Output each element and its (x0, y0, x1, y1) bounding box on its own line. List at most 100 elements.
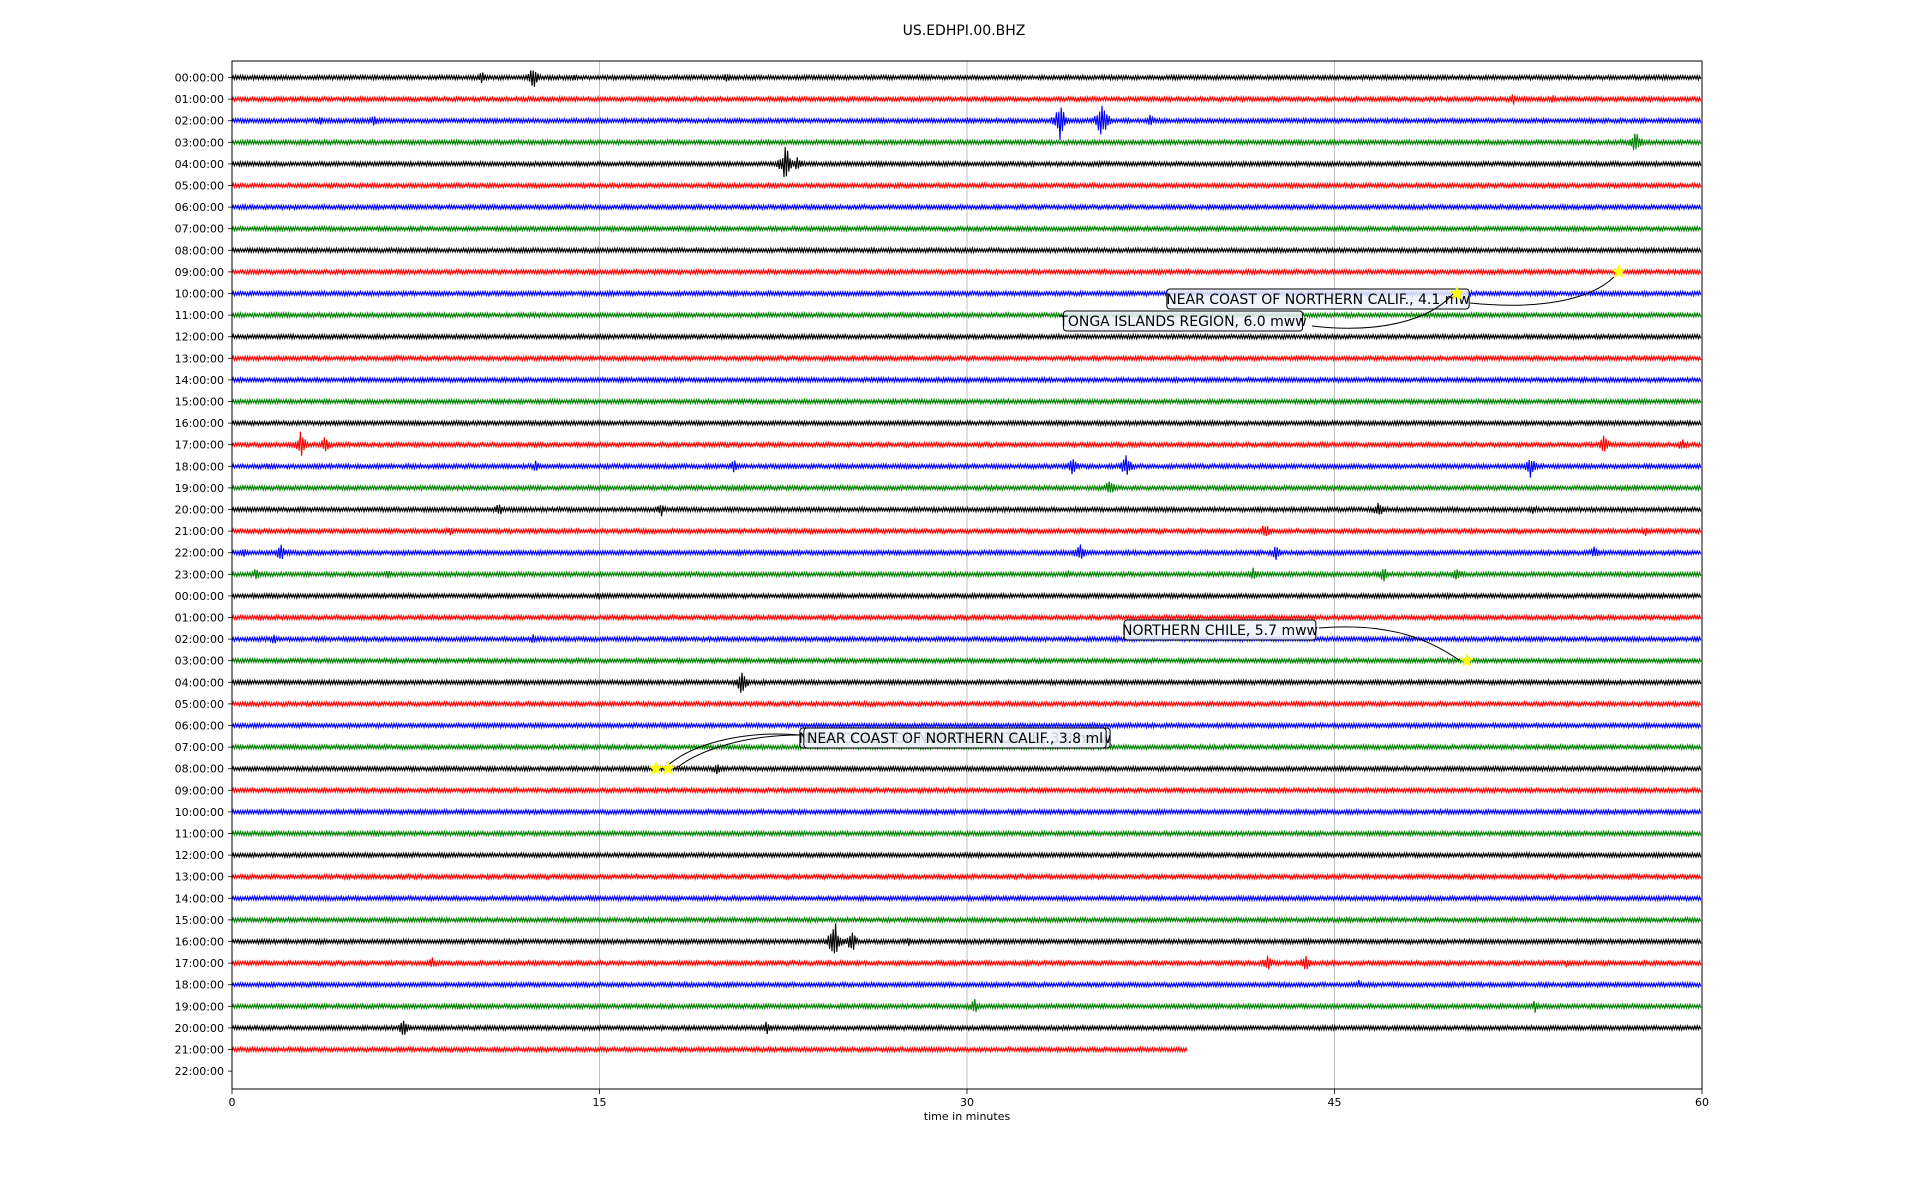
y-tick-label: 00:00:00 (175, 72, 224, 85)
y-tick-label: 12:00:00 (175, 331, 224, 344)
seismic-trace (231, 829, 1702, 838)
event-star-marker (648, 760, 664, 775)
y-tick-label: 02:00:00 (175, 633, 224, 646)
seismic-trace (231, 634, 1702, 644)
event-label-box (1166, 288, 1470, 310)
seismic-trace (231, 850, 1702, 860)
seismic-trace (231, 742, 1702, 752)
seismic-trace (231, 481, 1702, 493)
seismic-trace (231, 70, 1702, 87)
annotation-connector (1311, 293, 1454, 329)
event-label-box (1062, 310, 1304, 332)
seismic-trace (231, 310, 1702, 320)
y-tick-label: 06:00:00 (175, 720, 224, 733)
y-tick-label: 18:00:00 (175, 460, 224, 473)
x-tick-label: 45 (1328, 1096, 1342, 1109)
y-tick-label: 00:00:00 (175, 590, 224, 603)
y-tick-label: 22:00:00 (175, 547, 224, 560)
seismic-trace (231, 431, 1702, 456)
y-tick-label: 12:00:00 (175, 849, 224, 862)
event-label: NEAR COAST OF NORTHERN CALIF., 3.8 ml (807, 731, 1103, 747)
event-label: TONGA ISLANDS REGION, 6.0 mww (1058, 314, 1306, 330)
event-star-marker (660, 761, 676, 775)
x-tick-label: 0 (229, 1096, 236, 1109)
seismic-trace (231, 955, 1702, 970)
seismic-trace (231, 915, 1702, 925)
y-tick-label: 11:00:00 (175, 828, 224, 841)
seismic-trace (231, 525, 1702, 537)
seismic-trace (231, 375, 1702, 385)
seismic-trace (231, 764, 1702, 775)
y-tick-label: 16:00:00 (175, 936, 224, 949)
y-tick-label: 10:00:00 (175, 806, 224, 819)
y-tick-label: 22:00:00 (175, 1065, 224, 1078)
event-star-marker (1459, 653, 1475, 667)
seismic-trace (231, 502, 1702, 517)
y-tick-label: 07:00:00 (175, 741, 224, 754)
y-tick-label: 04:00:00 (175, 158, 224, 171)
seismic-trace (231, 872, 1702, 881)
y-tick-label: 02:00:00 (175, 115, 224, 128)
chart-title: US.EDHPI.00.BHZ (903, 23, 1026, 39)
event-label: NORTHERN CHILE, 5.7 mww (1122, 623, 1318, 639)
x-axis-label: time in minutes (924, 1110, 1011, 1123)
seismic-trace (231, 786, 1702, 795)
y-tick-label: 17:00:00 (175, 439, 224, 452)
seismic-trace (231, 699, 1702, 709)
seismic-trace (231, 1045, 1188, 1054)
y-tick-label: 09:00:00 (175, 266, 224, 279)
seismic-trace (231, 267, 1702, 277)
y-tick-label: 03:00:00 (175, 136, 224, 149)
annotation-connector (1469, 276, 1615, 306)
axes-frame (231, 60, 1703, 1090)
event-label-box (803, 727, 1107, 749)
y-tick-label: 01:00:00 (175, 612, 224, 625)
seismic-trace (231, 807, 1702, 817)
seismic-trace (231, 455, 1702, 478)
y-tick-label: 05:00:00 (175, 698, 224, 711)
seismic-trace (231, 246, 1702, 255)
y-tick-label: 13:00:00 (175, 871, 224, 884)
seismic-trace (231, 224, 1702, 233)
seismic-trace (231, 418, 1702, 428)
seismic-trace (231, 94, 1702, 105)
y-tick-label: 14:00:00 (175, 374, 224, 387)
seismic-trace (231, 544, 1702, 561)
y-tick-label: 06:00:00 (175, 201, 224, 214)
y-tick-label: 21:00:00 (175, 1044, 224, 1057)
seismic-trace (231, 354, 1702, 363)
y-tick-label: 03:00:00 (175, 655, 224, 668)
y-tick-label: 08:00:00 (175, 763, 224, 776)
seismic-trace (231, 133, 1702, 151)
y-tick-label: 04:00:00 (175, 676, 224, 689)
y-tick-label: 19:00:00 (175, 1000, 224, 1013)
y-tick-label: 21:00:00 (175, 525, 224, 538)
seismic-trace (231, 397, 1702, 406)
seismic-trace (231, 202, 1702, 212)
y-tick-label: 07:00:00 (175, 223, 224, 236)
seismic-trace (231, 999, 1702, 1013)
y-tick-label: 17:00:00 (175, 957, 224, 970)
seismic-trace (231, 894, 1702, 903)
y-tick-label: 19:00:00 (175, 482, 224, 495)
y-tick-label: 18:00:00 (175, 979, 224, 992)
event-label: NEAR COAST OF NORTHERN CALIF., 4.1 mw (1166, 292, 1470, 308)
x-tick-label: 30 (960, 1096, 974, 1109)
y-tick-label: 05:00:00 (175, 180, 224, 193)
seismic-trace (231, 613, 1702, 622)
annotation-connector (677, 734, 801, 768)
seismic-trace (231, 105, 1702, 141)
y-tick-label: 20:00:00 (175, 1022, 224, 1035)
y-tick-label: 10:00:00 (175, 288, 224, 301)
seismic-trace (231, 146, 1702, 178)
seismic-trace (231, 332, 1702, 341)
event-star-marker (1611, 264, 1627, 279)
y-tick-label: 23:00:00 (175, 568, 224, 581)
y-tick-label: 16:00:00 (175, 417, 224, 430)
y-tick-label: 20:00:00 (175, 504, 224, 517)
x-tick-label: 15 (593, 1096, 607, 1109)
y-tick-label: 01:00:00 (175, 93, 224, 106)
annotation-connector (1318, 626, 1460, 661)
